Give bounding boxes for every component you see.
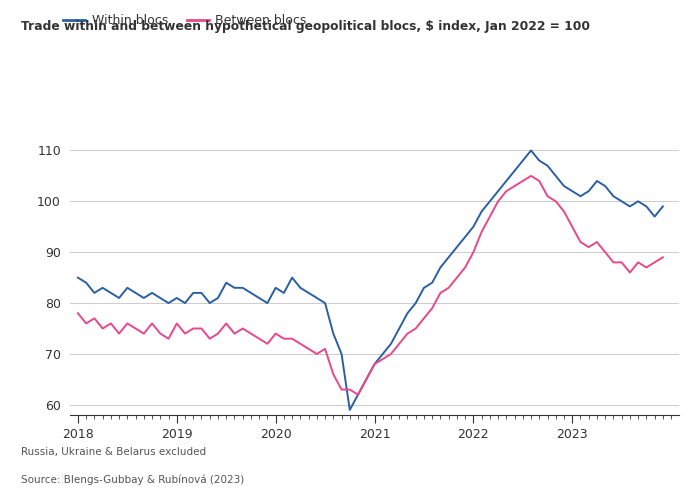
Text: Source: Blengs-Gubbay & Rubínová (2023): Source: Blengs-Gubbay & Rubínová (2023)	[21, 474, 244, 485]
Text: Trade within and between hypothetical geopolitical blocs, $ index, Jan 2022 = 10: Trade within and between hypothetical ge…	[21, 20, 590, 33]
Legend: Within blocs, Between blocs: Within blocs, Between blocs	[58, 10, 312, 32]
Text: Russia, Ukraine & Belarus excluded: Russia, Ukraine & Belarus excluded	[21, 448, 206, 458]
